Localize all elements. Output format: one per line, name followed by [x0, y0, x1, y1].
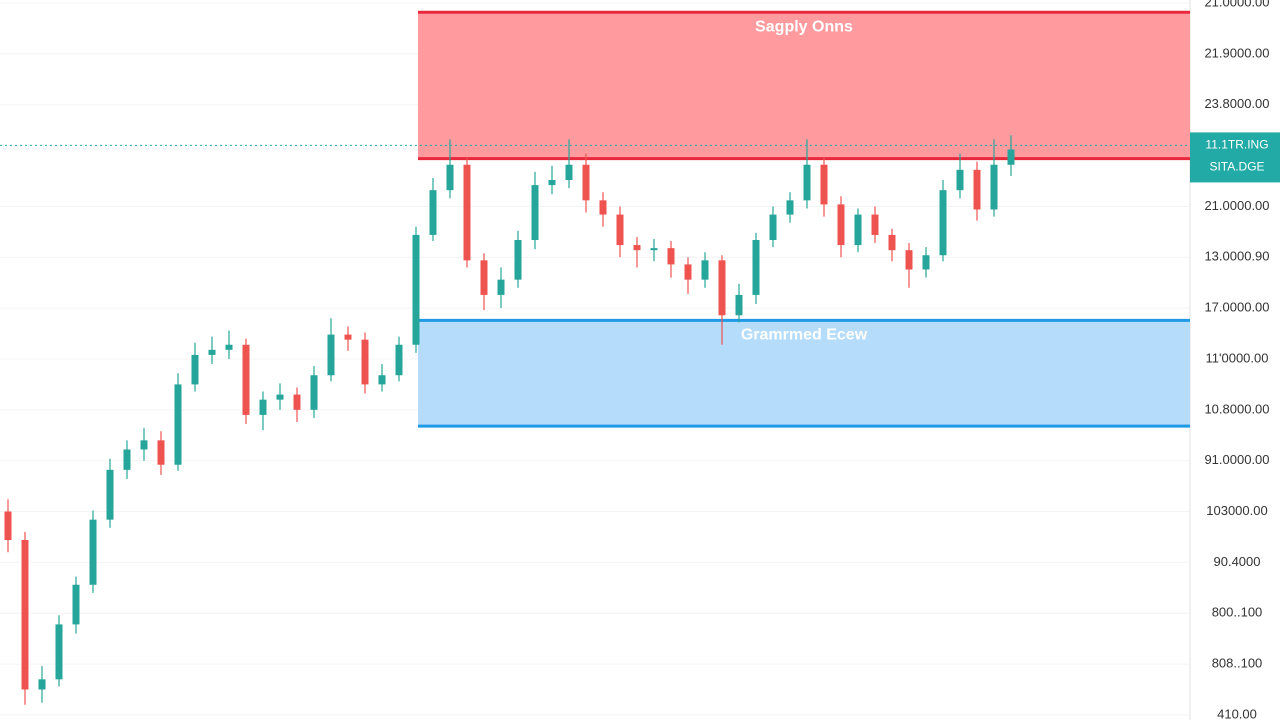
y-tick-label: 21.0000.00: [1204, 198, 1269, 213]
candle-body: [55, 624, 63, 680]
candle-body: [769, 214, 777, 240]
candle-body: [582, 164, 590, 201]
candle-body: [939, 190, 947, 256]
candle-body: [480, 260, 488, 295]
candle-body: [514, 240, 522, 280]
zone-label: Sagply Onns: [755, 18, 853, 35]
y-tick-label: 800..100: [1212, 605, 1263, 620]
candle-body: [701, 260, 709, 280]
candle-body: [565, 164, 573, 180]
y-tick-label: 23.8000.00: [1204, 96, 1269, 111]
candle-body: [191, 354, 199, 385]
zone: [418, 12, 1190, 159]
candle-body: [242, 344, 250, 415]
candle-body: [684, 264, 692, 280]
candle-body: [548, 180, 556, 186]
candle-body: [276, 394, 284, 400]
candle-body: [905, 250, 913, 270]
y-tick-label: 103000.00: [1206, 503, 1267, 518]
candle-body: [752, 240, 760, 295]
y-tick-label: 21.0000.00: [1204, 0, 1269, 9]
candle-body: [429, 190, 437, 235]
candle-body: [650, 248, 658, 251]
candle-body: [667, 248, 675, 265]
candle-body: [854, 214, 862, 246]
candle-body: [157, 440, 165, 465]
candle-body: [412, 234, 420, 345]
candle-body: [327, 334, 335, 376]
candle-body: [395, 344, 403, 376]
candle-body: [89, 519, 97, 585]
y-tick-label: 808..100: [1212, 656, 1263, 671]
candle-body: [344, 334, 352, 340]
candle-body: [973, 169, 981, 210]
candle-body: [633, 245, 641, 251]
candle-body: [718, 260, 726, 316]
candle-body: [786, 200, 794, 215]
zone-label: Gramrmed Ecew: [741, 327, 868, 344]
candle-body: [106, 469, 114, 520]
candle-body: [72, 584, 80, 625]
candle-body: [820, 164, 828, 205]
candle-body: [922, 255, 930, 270]
y-tick-label: 410.00: [1217, 706, 1257, 720]
candle-body: [361, 339, 369, 385]
candle-body: [888, 234, 896, 251]
last-price-box: [1190, 132, 1280, 183]
candle-body: [1007, 149, 1015, 165]
candle-body: [956, 169, 964, 191]
candle-body: [446, 164, 454, 191]
y-tick-label: 10.8000.00: [1204, 401, 1269, 416]
y-tick-label: 13.0000.90: [1204, 249, 1269, 264]
candle-body: [990, 164, 998, 210]
last-price-label: 11.1TR.ING: [1205, 138, 1268, 152]
candle-body: [735, 294, 743, 316]
y-tick-label: 91.0000.00: [1204, 452, 1269, 467]
candle-body: [497, 279, 505, 295]
last-price-label: SITA.DGE: [1209, 160, 1264, 174]
candle-body: [4, 511, 12, 540]
candle-body: [531, 185, 539, 240]
candle-body: [259, 399, 267, 415]
candle-body: [21, 540, 29, 690]
y-tick-label: 17.0000.00: [1204, 300, 1269, 315]
y-tick-label: 21.9000.00: [1204, 45, 1269, 60]
candle-body: [123, 449, 131, 470]
candle-body: [871, 214, 879, 235]
candle-body: [616, 214, 624, 246]
candle-body: [208, 349, 216, 355]
candle-body: [463, 164, 471, 261]
candle-body: [174, 384, 182, 465]
candle-body: [837, 204, 845, 246]
candle-body: [378, 375, 386, 385]
y-tick-label: 90.4000: [1214, 554, 1261, 569]
candle-body: [38, 679, 46, 690]
candle-body: [140, 440, 148, 450]
zone: [418, 320, 1190, 427]
y-tick-label: 11'0000.00: [1206, 350, 1269, 365]
candle-body: [310, 375, 318, 410]
candle-body: [225, 344, 233, 350]
candle-body: [293, 394, 301, 410]
candle-body: [599, 200, 607, 215]
candle-body: [803, 164, 811, 201]
